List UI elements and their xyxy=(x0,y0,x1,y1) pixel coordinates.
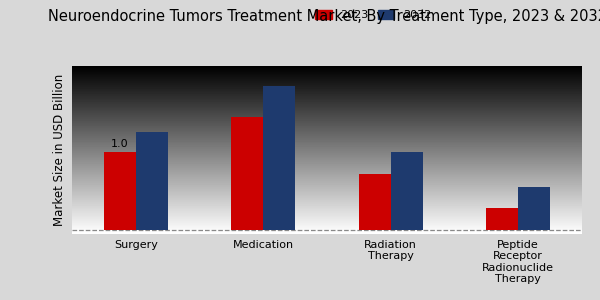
Bar xyxy=(359,174,391,230)
Text: 1.0: 1.0 xyxy=(111,139,128,149)
Legend: 2023, 2032: 2023, 2032 xyxy=(313,8,434,22)
Bar xyxy=(104,152,136,230)
Bar xyxy=(518,187,550,230)
Text: Neuroendocrine Tumors Treatment Market, By Treatment Type, 2023 & 2032: Neuroendocrine Tumors Treatment Market, … xyxy=(48,9,600,24)
Bar xyxy=(232,117,263,230)
Y-axis label: Market Size in USD Billion: Market Size in USD Billion xyxy=(53,74,67,226)
Bar xyxy=(136,132,167,230)
Bar xyxy=(263,85,295,230)
Bar xyxy=(391,152,422,230)
Bar xyxy=(487,208,518,230)
